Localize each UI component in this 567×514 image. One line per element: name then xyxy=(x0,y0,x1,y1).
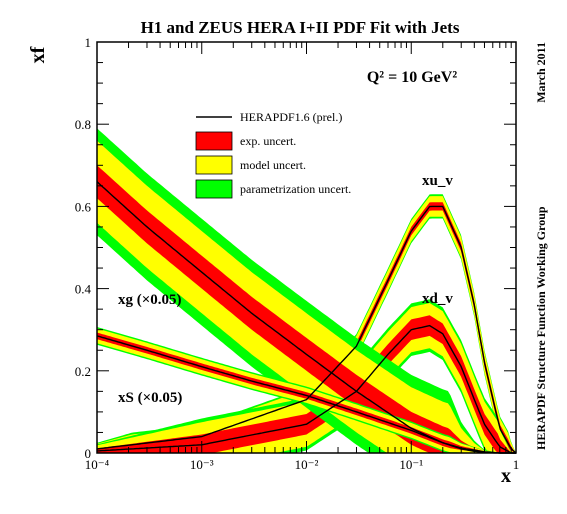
x-tick-label: 1 xyxy=(513,457,520,472)
exp-band-3 xyxy=(97,332,516,453)
y-tick-label: 0.8 xyxy=(75,117,91,132)
exp-band-1 xyxy=(97,315,516,453)
y-tick-label: 0.4 xyxy=(75,282,92,297)
x-axis-label: x xyxy=(501,465,511,487)
x-axis-ticks: 10⁻⁴ 10⁻³ 10⁻² 10⁻¹ 1 xyxy=(85,42,519,472)
x-tick-label: 10⁻¹ xyxy=(399,457,423,472)
legend: HERAPDF1.6 (prel.) exp. uncert. model unce… xyxy=(195,110,351,199)
group-label: HERAPDF Structure Function Working Group xyxy=(534,206,548,450)
legend-swatch-band xyxy=(195,179,233,199)
series-label: xu_v xyxy=(422,173,453,189)
date-label: March 2011 xyxy=(534,42,548,103)
y-axis-ticks: 0 0.2 0.4 0.6 0.8 1 xyxy=(75,35,516,461)
model-band-1 xyxy=(97,303,516,453)
y-tick-label: 1 xyxy=(85,35,92,50)
legend-label: parametrization uncert. xyxy=(240,182,351,196)
series-label: xg (×0.05) xyxy=(118,292,182,308)
legend-label: HERAPDF1.6 (prel.) xyxy=(240,110,342,124)
y-axis-label: xf xyxy=(27,46,49,63)
central-curve-3 xyxy=(96,335,516,454)
uncertainty-bands xyxy=(97,128,516,454)
legend-label: model uncert. xyxy=(240,158,306,172)
central-curve-0 xyxy=(96,205,517,454)
legend-swatch-band xyxy=(195,131,233,151)
model-band-3 xyxy=(97,328,516,453)
central-curves xyxy=(96,181,517,454)
y-tick-label: 0 xyxy=(85,446,92,461)
x-tick-label: 10⁻² xyxy=(295,457,319,472)
chart-title: H1 and ZEUS HERA I+II PDF Fit with Jets xyxy=(141,18,460,37)
y-tick-label: 0.6 xyxy=(75,199,92,214)
x-tick-label: 10⁻³ xyxy=(190,457,214,472)
x-tick-label: 10⁻⁴ xyxy=(85,457,110,472)
series-labels: xu_v xd_v xg (×0.05) xS (×0.05) xyxy=(118,173,453,406)
legend-label: exp. uncert. xyxy=(240,134,296,148)
series-label: xS (×0.05) xyxy=(118,390,182,406)
scale-label: Q² = 10 GeV² xyxy=(367,69,457,86)
legend-swatch-band xyxy=(195,155,233,175)
y-tick-label: 0.2 xyxy=(75,364,91,379)
central-curve-1 xyxy=(96,324,516,454)
series-label: xd_v xyxy=(422,291,453,307)
